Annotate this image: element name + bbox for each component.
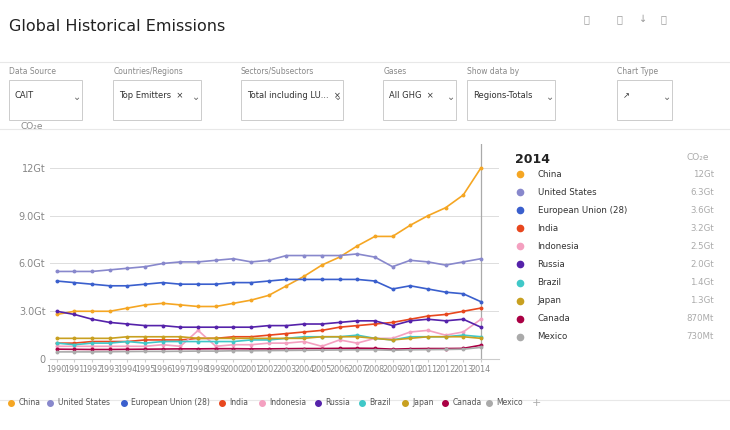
Text: Show data by: Show data by (467, 67, 519, 76)
Text: 12Gt: 12Gt (693, 170, 714, 178)
Text: CO₂e: CO₂e (687, 153, 710, 162)
Text: Mexico: Mexico (537, 332, 568, 341)
Text: China: China (537, 170, 562, 178)
Text: Mexico: Mexico (496, 399, 523, 407)
Text: Brazil: Brazil (369, 399, 391, 407)
Text: ⤭: ⤭ (617, 14, 623, 24)
Text: Russia: Russia (537, 260, 565, 269)
Text: ⎙: ⎙ (661, 14, 666, 24)
Text: Chart Type: Chart Type (617, 67, 658, 76)
Text: 2.0Gt: 2.0Gt (690, 260, 714, 269)
Text: Top Emitters  ×: Top Emitters × (119, 91, 183, 100)
Text: 1.4Gt: 1.4Gt (690, 278, 714, 287)
Text: Sectors/Subsectors: Sectors/Subsectors (241, 67, 315, 76)
Text: Global Historical Emissions: Global Historical Emissions (9, 19, 225, 34)
Text: European Union (28): European Union (28) (131, 399, 210, 407)
Text: ↗: ↗ (623, 91, 630, 100)
Text: +: + (532, 398, 542, 408)
Text: CAIT: CAIT (15, 91, 34, 100)
Text: Countries/Regions: Countries/Regions (113, 67, 183, 76)
Text: Indonesia: Indonesia (537, 242, 580, 251)
Text: 3.6Gt: 3.6Gt (690, 206, 714, 215)
Text: ⓘ: ⓘ (584, 14, 590, 24)
Text: Japan: Japan (537, 296, 561, 305)
Text: Indonesia: Indonesia (269, 399, 306, 407)
Text: Gases: Gases (383, 67, 407, 76)
Text: 870Mt: 870Mt (686, 314, 714, 323)
Text: ↓: ↓ (639, 14, 647, 24)
Text: 2.5Gt: 2.5Gt (690, 242, 714, 251)
Text: ⌄: ⌄ (192, 92, 200, 102)
Text: Brazil: Brazil (537, 278, 561, 287)
Text: ⌄: ⌄ (73, 92, 81, 102)
Text: China: China (18, 399, 40, 407)
Text: Regions-Totals: Regions-Totals (473, 91, 533, 100)
Text: ⌄: ⌄ (663, 92, 671, 102)
Text: All GHG  ×: All GHG × (389, 91, 434, 100)
Text: ⌄: ⌄ (447, 92, 456, 102)
Text: Canada: Canada (452, 399, 481, 407)
Text: Canada: Canada (537, 314, 570, 323)
Text: India: India (230, 399, 249, 407)
Text: 3.2Gt: 3.2Gt (690, 224, 714, 233)
Text: CO₂e: CO₂e (20, 122, 43, 131)
Text: 2014: 2014 (515, 153, 550, 166)
Text: European Union (28): European Union (28) (537, 206, 627, 215)
Text: United States: United States (537, 188, 596, 197)
Text: United States: United States (58, 399, 110, 407)
Text: Total including LU...  ×: Total including LU... × (247, 91, 341, 100)
Text: 1.3Gt: 1.3Gt (690, 296, 714, 305)
Text: Russia: Russia (326, 399, 350, 407)
Text: ⌄: ⌄ (334, 92, 342, 102)
Text: 6.3Gt: 6.3Gt (690, 188, 714, 197)
Text: ⌄: ⌄ (546, 92, 554, 102)
Text: India: India (537, 224, 558, 233)
Text: Japan: Japan (412, 399, 434, 407)
Text: 730Mt: 730Mt (686, 332, 714, 341)
Text: Data Source: Data Source (9, 67, 55, 76)
